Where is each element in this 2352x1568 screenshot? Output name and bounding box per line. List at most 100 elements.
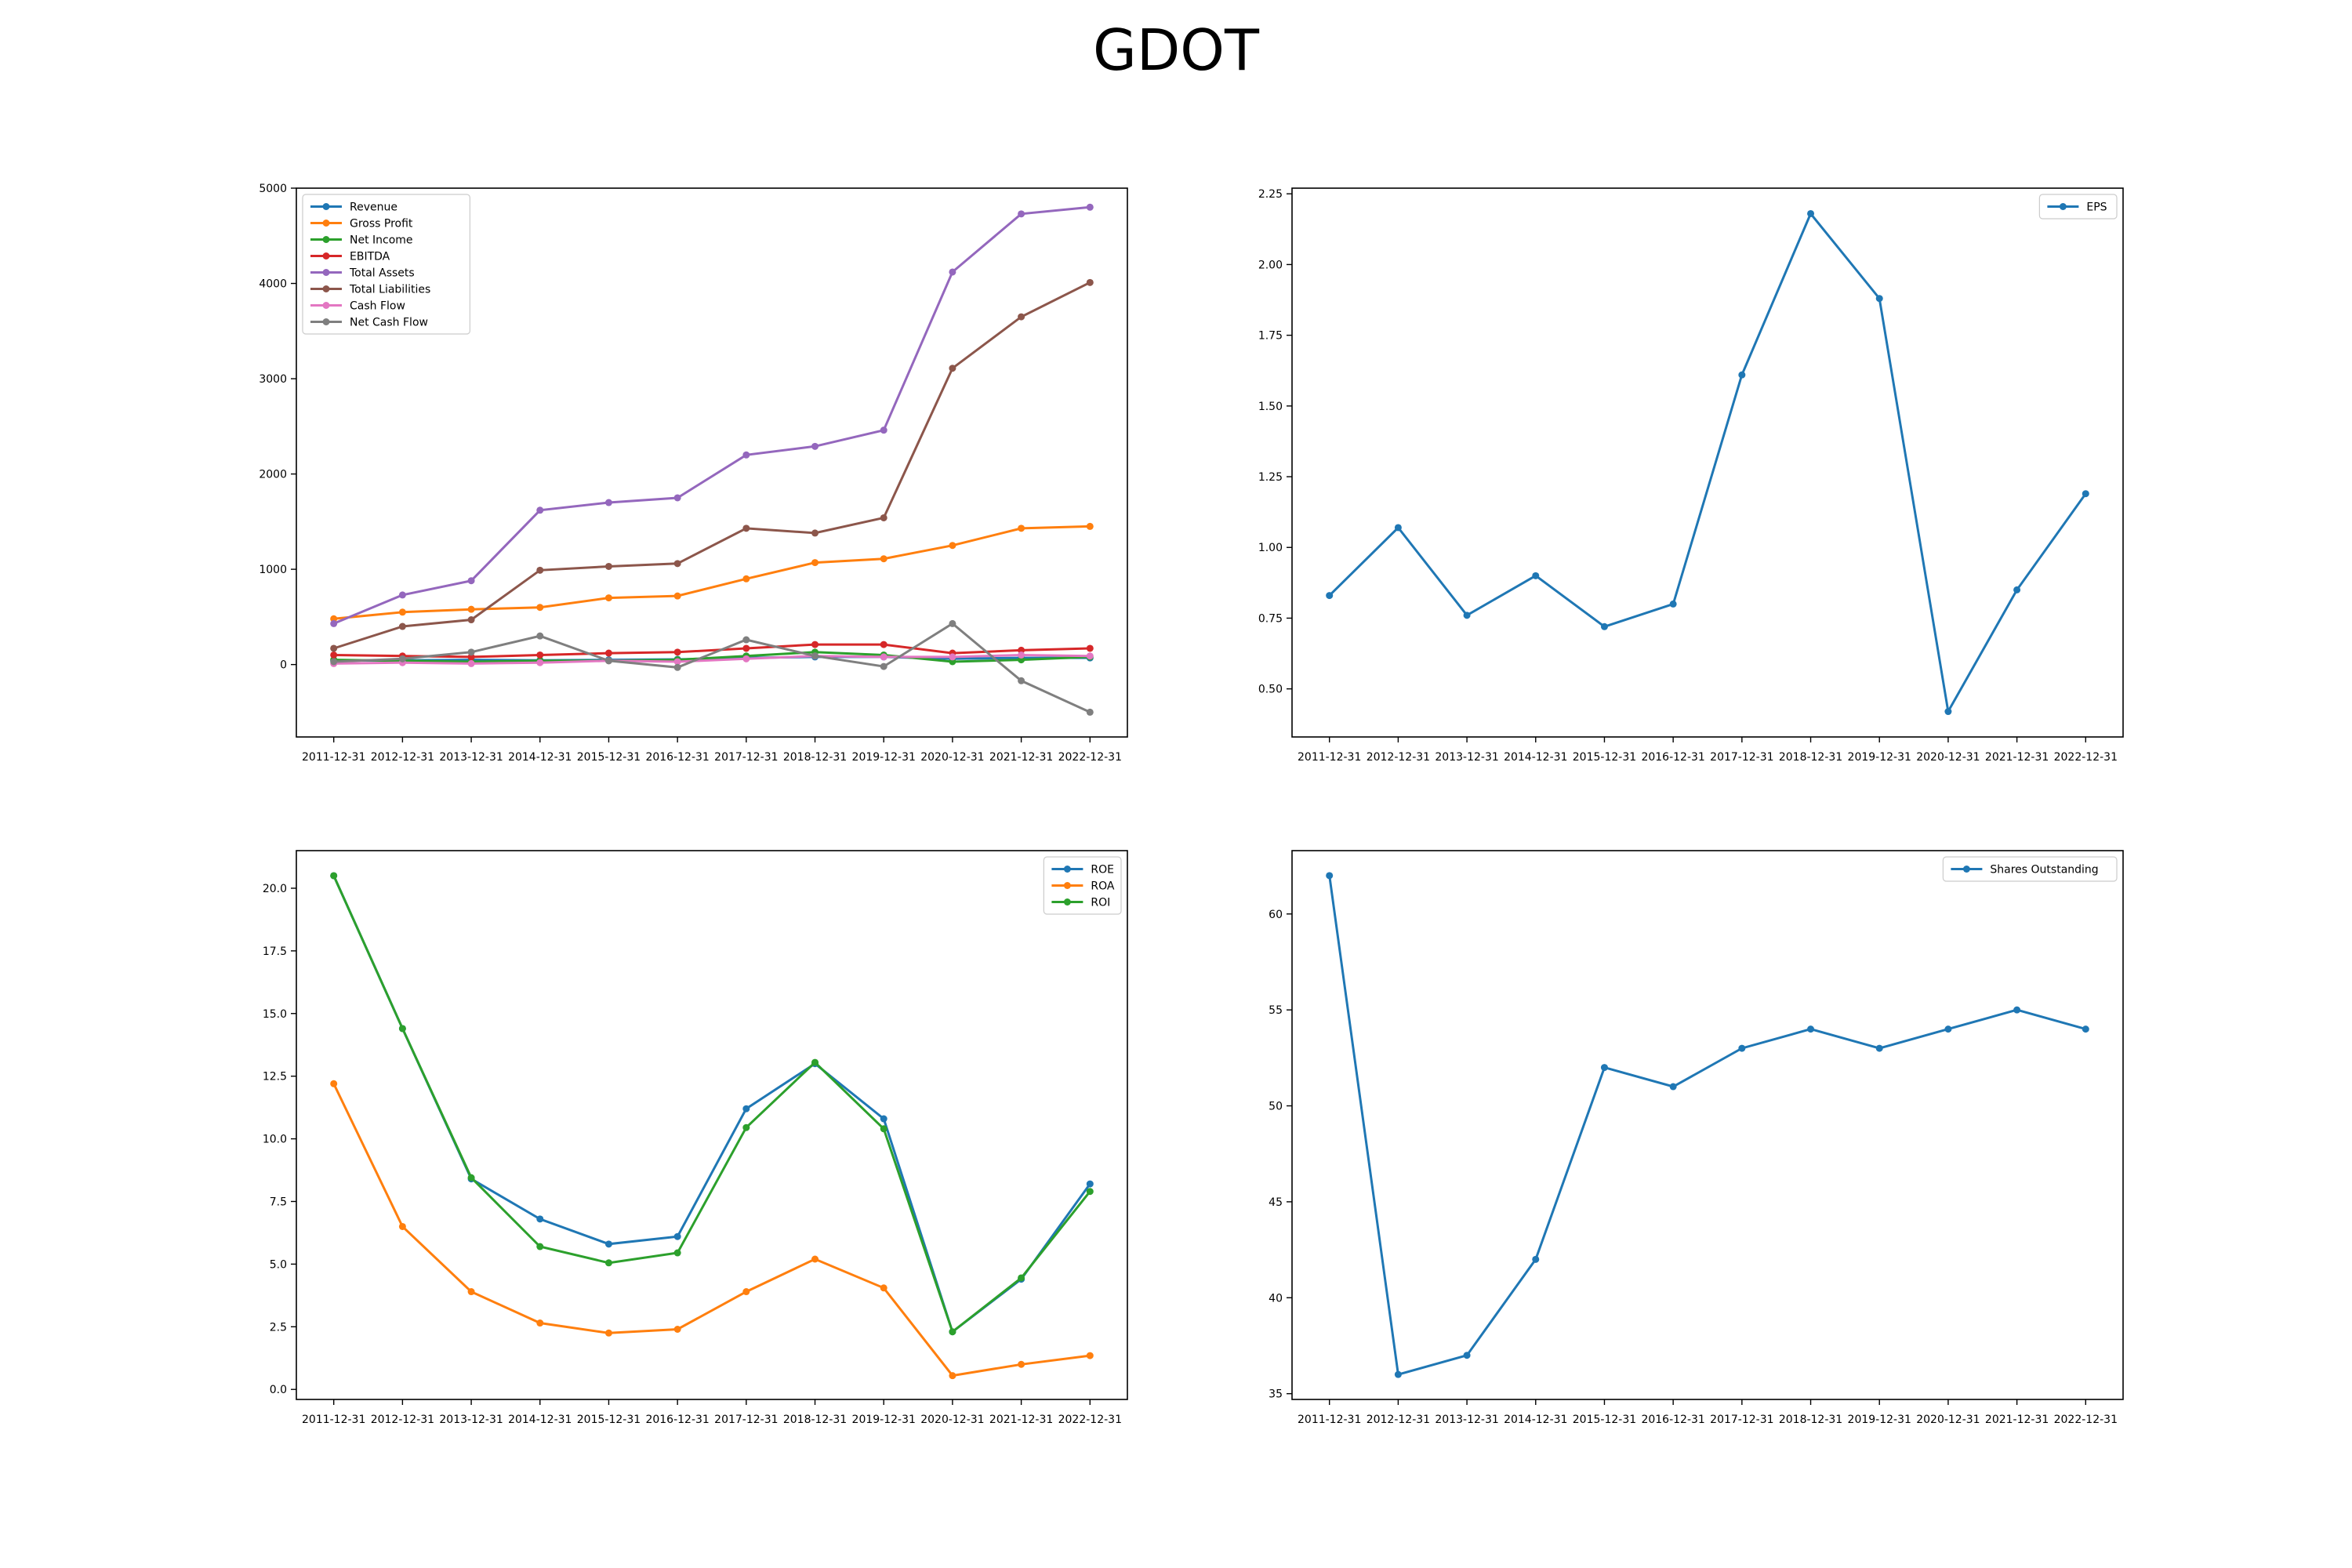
y-tick-label: 2.25: [1258, 188, 1283, 201]
legend-label: ROE: [1091, 864, 1114, 877]
data-point: [811, 559, 819, 567]
x-tick-label: 2016-12-31: [645, 1414, 709, 1426]
x-tick-label: 2018-12-31: [783, 1414, 847, 1426]
data-point: [1086, 652, 1094, 660]
legend-label: Total Assets: [349, 267, 415, 280]
legend-marker: [322, 203, 330, 210]
series-roa: [330, 1080, 1094, 1380]
data-point: [1738, 1044, 1746, 1052]
data-point: [604, 594, 612, 602]
x-tick-label: 2019-12-31: [852, 751, 916, 764]
series-net-cash-flow: [330, 619, 1094, 716]
data-point: [467, 1174, 475, 1181]
x-tick-label: 2021-12-31: [989, 751, 1053, 764]
data-point: [467, 577, 475, 585]
legend-label: EBITDA: [350, 251, 390, 263]
series-line: [332, 875, 1091, 1334]
data-point: [673, 560, 681, 568]
data-point: [604, 1240, 612, 1248]
legend-box: [1942, 856, 2118, 882]
series-line: [333, 205, 1091, 625]
x-tick-label: 2022-12-31: [2054, 751, 2118, 764]
x-tick-label: 2013-12-31: [439, 1414, 503, 1426]
y-tick-label: 1.50: [1258, 401, 1283, 413]
data-point: [604, 499, 612, 506]
series-line: [333, 653, 1091, 665]
x-tick-label: 2016-12-31: [1641, 1414, 1704, 1426]
chart-4: 2011-12-31 2012-12-31 2013-12-31 2014-12-31…: [1269, 850, 2124, 1426]
y-tick-label: 2.5: [270, 1321, 287, 1334]
data-point: [811, 442, 819, 450]
series-eps: [1326, 209, 2089, 716]
y-tick-label: 5000: [259, 183, 287, 195]
x-tick-label: 2013-12-31: [439, 751, 503, 764]
y-tick-label: 17.5: [263, 946, 287, 958]
series-line: [333, 622, 1091, 713]
legend-marker: [322, 236, 330, 243]
x-tick-label: 2020-12-31: [1916, 751, 1980, 764]
y-tick-label: 10.0: [263, 1134, 287, 1146]
x-tick-label: 2015-12-31: [1573, 1414, 1636, 1426]
data-point: [742, 1105, 750, 1112]
legend-marker: [322, 318, 330, 325]
data-point: [398, 1222, 406, 1230]
x-tick-label: 2012-12-31: [1367, 751, 1430, 764]
x-tick-label: 2011-12-31: [302, 751, 365, 764]
y-tick-label: 1.00: [1258, 542, 1283, 554]
legend-box: [302, 194, 470, 335]
x-tick-label: 2012-12-31: [371, 751, 434, 764]
data-point: [1394, 524, 1402, 532]
x-tick-label: 2017-12-31: [714, 751, 778, 764]
data-point: [742, 451, 750, 459]
data-point: [673, 658, 681, 666]
x-tick-label: 2013-12-31: [1435, 1414, 1498, 1426]
legend-label: Shares Outstanding: [1990, 864, 2098, 877]
legend-label: Net Cash Flow: [350, 317, 428, 329]
data-point: [1018, 524, 1025, 532]
y-tick-label: 0.50: [1258, 684, 1283, 696]
plot-frame: [1291, 850, 2124, 1400]
x-tick-label: 2019-12-31: [1848, 1414, 1911, 1426]
data-point: [1086, 1188, 1094, 1196]
x-tick-label: 2022-12-31: [1058, 1414, 1122, 1426]
data-point: [742, 575, 750, 583]
series-total-liabilities: [330, 278, 1094, 652]
data-point: [673, 1232, 681, 1240]
data-point: [880, 653, 887, 661]
legend-marker: [322, 252, 330, 260]
data-point: [742, 524, 750, 532]
data-point: [536, 506, 544, 514]
x-tick-label: 2021-12-31: [1985, 751, 2049, 764]
plot-frame: [1291, 187, 2124, 738]
series-gross-profit: [330, 522, 1094, 622]
data-point: [398, 1025, 406, 1033]
x-tick-label: 2019-12-31: [852, 1414, 916, 1426]
data-point: [1875, 295, 1883, 303]
series-roi: [330, 872, 1094, 1336]
legend-label: EPS: [2086, 201, 2107, 214]
y-tick-label: 2000: [259, 469, 287, 481]
series-shares-outstanding: [1326, 872, 2089, 1378]
legend-marker: [1063, 882, 1071, 889]
data-point: [1086, 522, 1094, 530]
x-tick-label: 2015-12-31: [1573, 751, 1636, 764]
legend-label: Gross Profit: [350, 218, 413, 230]
data-point: [1086, 644, 1094, 652]
series-total-assets: [330, 203, 1094, 627]
x-tick-label: 2011-12-31: [1298, 1414, 1361, 1426]
y-tick-label: 20.0: [263, 883, 287, 895]
y-tick-label: 1.25: [1258, 471, 1283, 484]
data-point: [1086, 1180, 1094, 1188]
plot-frame: [296, 187, 1128, 738]
data-point: [880, 426, 887, 434]
data-point: [949, 268, 956, 276]
y-tick-label: 0: [280, 659, 287, 672]
data-point: [1600, 1064, 1608, 1072]
data-point: [330, 651, 338, 659]
data-point: [1669, 600, 1677, 608]
data-point: [1394, 1370, 1402, 1378]
data-point: [673, 1249, 681, 1257]
data-point: [330, 658, 338, 666]
data-point: [330, 644, 338, 652]
data-point: [673, 1326, 681, 1334]
